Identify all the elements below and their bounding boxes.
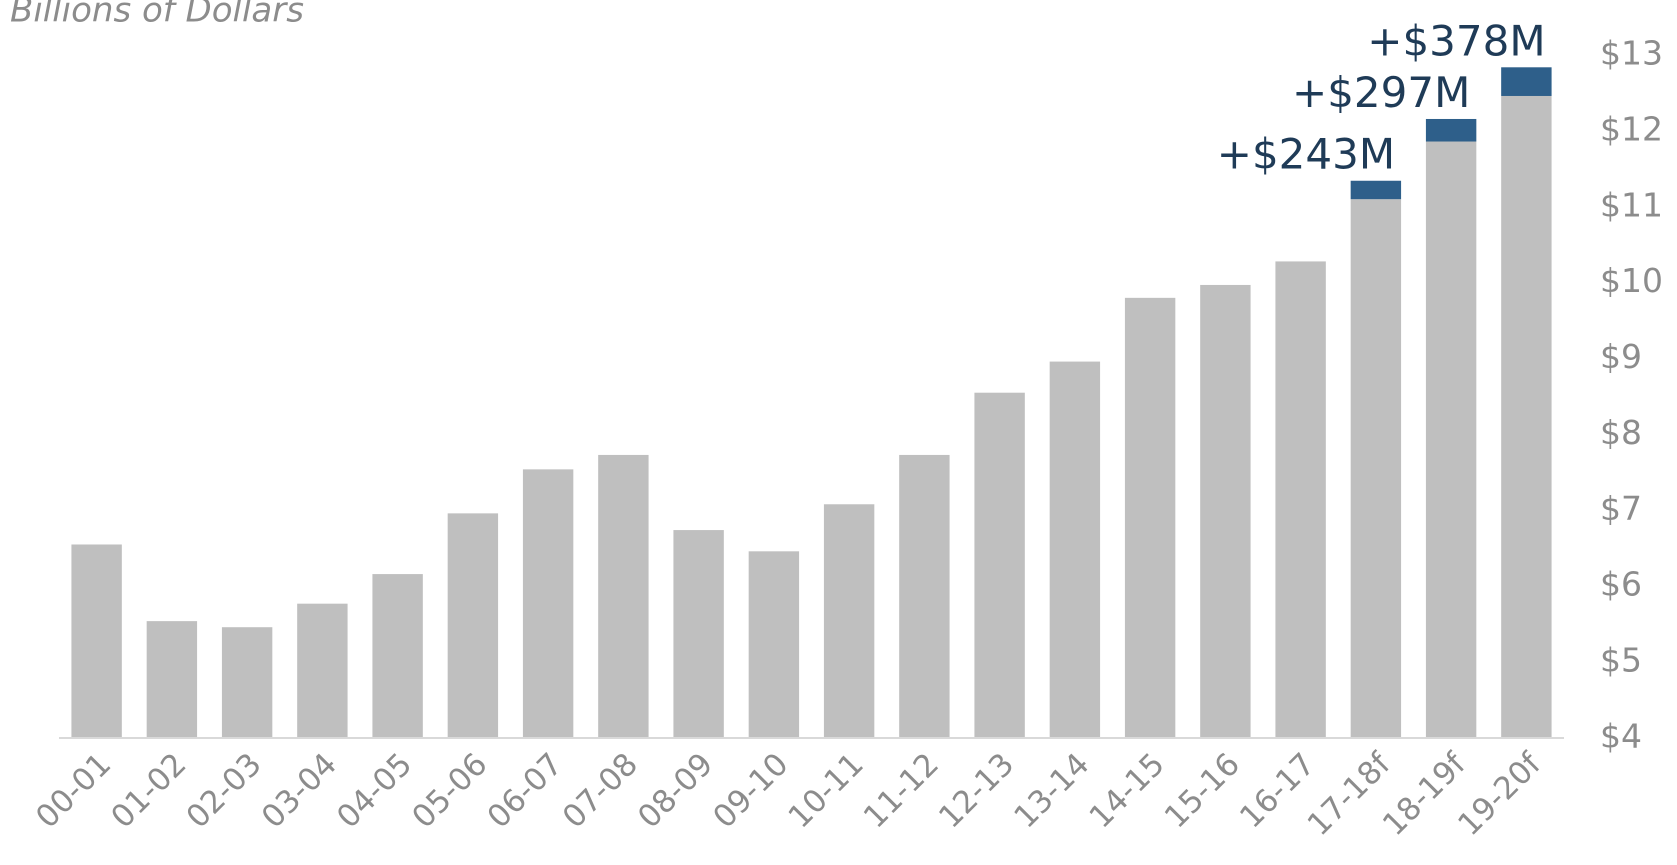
bar-segment	[1124, 297, 1176, 738]
y-tick-label: $10	[1600, 261, 1663, 300]
bar-segment	[522, 469, 574, 738]
y-tick-label: $4	[1600, 717, 1642, 756]
x-tick-label: 00-01	[29, 746, 118, 835]
x-tick-label: 09-10	[706, 746, 795, 835]
bar-segment	[974, 392, 1025, 738]
bar-segment	[1200, 284, 1251, 738]
y-tick-label: $11	[1600, 185, 1663, 224]
x-tick-label: 06-07	[481, 746, 570, 835]
y-tick-label: $7	[1600, 489, 1642, 528]
x-tick-label: 03-04	[255, 746, 344, 835]
x-tick-label: 04-05	[330, 746, 419, 835]
x-tick-label: 18-19f	[1376, 745, 1474, 843]
bar-segment	[748, 551, 800, 738]
bar-segment	[447, 513, 499, 738]
bar-segment	[221, 627, 273, 738]
bar-segment	[297, 603, 348, 738]
bar-segment	[1501, 67, 1552, 96]
x-tick-label: 10-11	[782, 746, 871, 835]
chart-title: Billions of Dollars	[10, 0, 304, 31]
bar-segment	[1425, 141, 1477, 739]
y-tick-label: $13	[1600, 34, 1663, 73]
data-label: +$243M	[1217, 130, 1395, 179]
bar-segment	[1350, 180, 1402, 200]
x-tick-label: 11-12	[857, 746, 946, 835]
bar-segment	[1049, 361, 1101, 738]
x-tick-label: 17-18f	[1301, 745, 1399, 843]
bar-segment	[899, 454, 950, 738]
y-tick-label: $12	[1600, 109, 1663, 148]
bar-segment	[673, 530, 724, 738]
x-tick-label: 01-02	[104, 746, 193, 835]
bar-segment	[598, 454, 649, 738]
x-tick-label: 05-06	[405, 746, 494, 835]
x-tick-label: 08-09	[631, 746, 720, 835]
data-label: +$378M	[1367, 16, 1545, 65]
y-tick-label: $8	[1600, 413, 1642, 452]
data-label: +$297M	[1292, 68, 1470, 117]
x-tick-label: 07-08	[556, 746, 645, 835]
x-tick-label: 02-03	[180, 746, 269, 835]
bar-segment	[1275, 261, 1326, 738]
x-tick-label: 13-14	[1007, 746, 1096, 835]
x-tick-label: 14-15	[1083, 746, 1172, 835]
bar-segment	[372, 574, 423, 738]
y-tick-label: $6	[1600, 565, 1642, 604]
x-tick-label: 15-16	[1158, 746, 1247, 835]
bar-segment	[1350, 199, 1402, 738]
bar-segment	[71, 544, 122, 738]
y-tick-label: $9	[1600, 337, 1642, 376]
bar-segment	[1425, 118, 1477, 142]
y-tick-label: $5	[1600, 641, 1642, 680]
bar-segment	[146, 621, 198, 738]
x-tick-label: 19-20f	[1451, 745, 1549, 843]
x-tick-label: 12-13	[932, 746, 1021, 835]
bar-segment	[1501, 95, 1552, 739]
bar-segment	[823, 504, 875, 738]
